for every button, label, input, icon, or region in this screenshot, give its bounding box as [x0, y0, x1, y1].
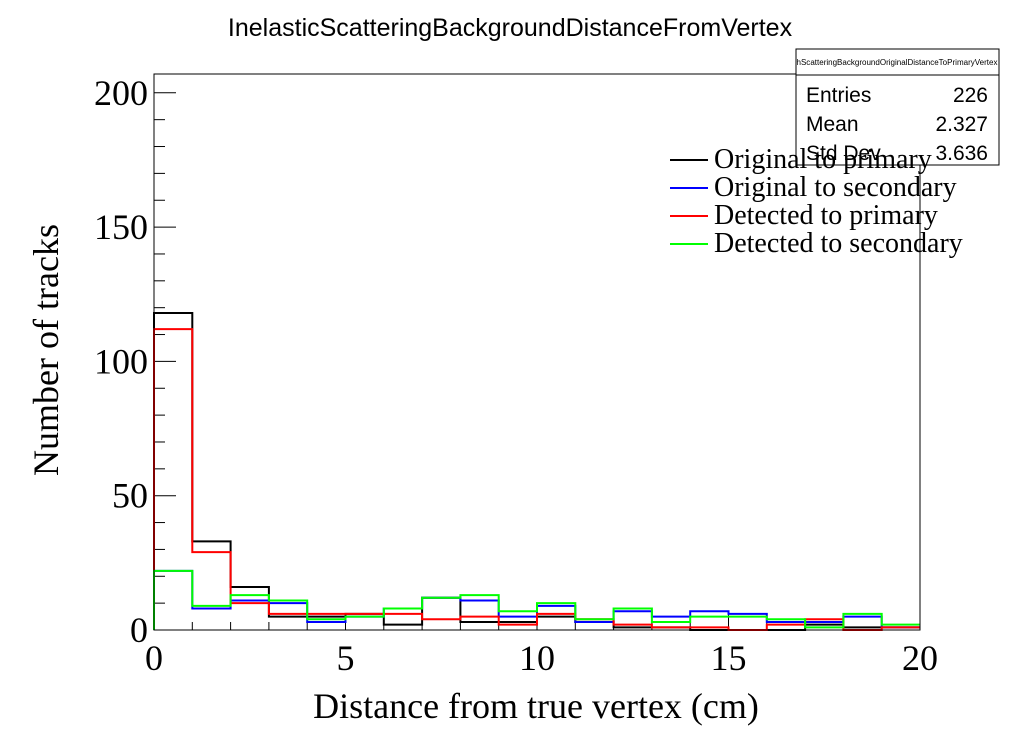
y-tick-label: 150 — [94, 207, 148, 247]
chart-title: InelasticScatteringBackgroundDistanceFro… — [228, 14, 793, 42]
y-tick-label: 200 — [94, 73, 148, 113]
x-tick-label: 20 — [902, 638, 938, 678]
stats-stddev-value: 3.636 — [935, 142, 988, 165]
x-tick-label: 15 — [711, 638, 747, 678]
plot-frame — [153, 73, 921, 631]
y-tick-label: 50 — [112, 476, 148, 516]
y-axis-label: Number of tracks — [26, 224, 66, 476]
stats-entries-label: Entries — [806, 84, 871, 107]
y-tick-label: 0 — [130, 610, 148, 650]
x-axis-label: Distance from true vertex (cm) — [313, 686, 759, 726]
histogram-layer — [153, 312, 920, 631]
series-original-to-primary — [153, 312, 920, 631]
stats-mean-label: Mean — [806, 113, 859, 136]
histogram-step-line — [153, 328, 920, 631]
stats-mean-value: 2.327 — [935, 113, 988, 136]
series-detected-to-primary — [153, 328, 920, 631]
legend-label: Detected to secondary — [714, 228, 963, 259]
series-detected-to-secondary — [153, 569, 920, 630]
stats-stddev-label: Std Dev — [806, 142, 881, 165]
x-tick-label: 10 — [519, 638, 555, 678]
histogram-step-line — [153, 569, 920, 630]
legend-label: Original to secondary — [714, 172, 957, 203]
legend-label: Original to primary — [714, 144, 932, 175]
stats-box: hScatteringBackgroundOriginalDistanceToP… — [795, 48, 1000, 166]
x-tick-label: 5 — [337, 638, 355, 678]
y-tick-label: 100 — [94, 341, 148, 381]
stats-box-name: hScatteringBackgroundOriginalDistanceToP… — [797, 58, 998, 67]
stats-box-frame — [795, 48, 1000, 166]
stats-entries-value: 226 — [953, 84, 988, 107]
x-tick-label: 0 — [145, 638, 163, 678]
legend-label: Detected to primary — [714, 200, 938, 231]
histogram-step-line — [153, 312, 920, 631]
